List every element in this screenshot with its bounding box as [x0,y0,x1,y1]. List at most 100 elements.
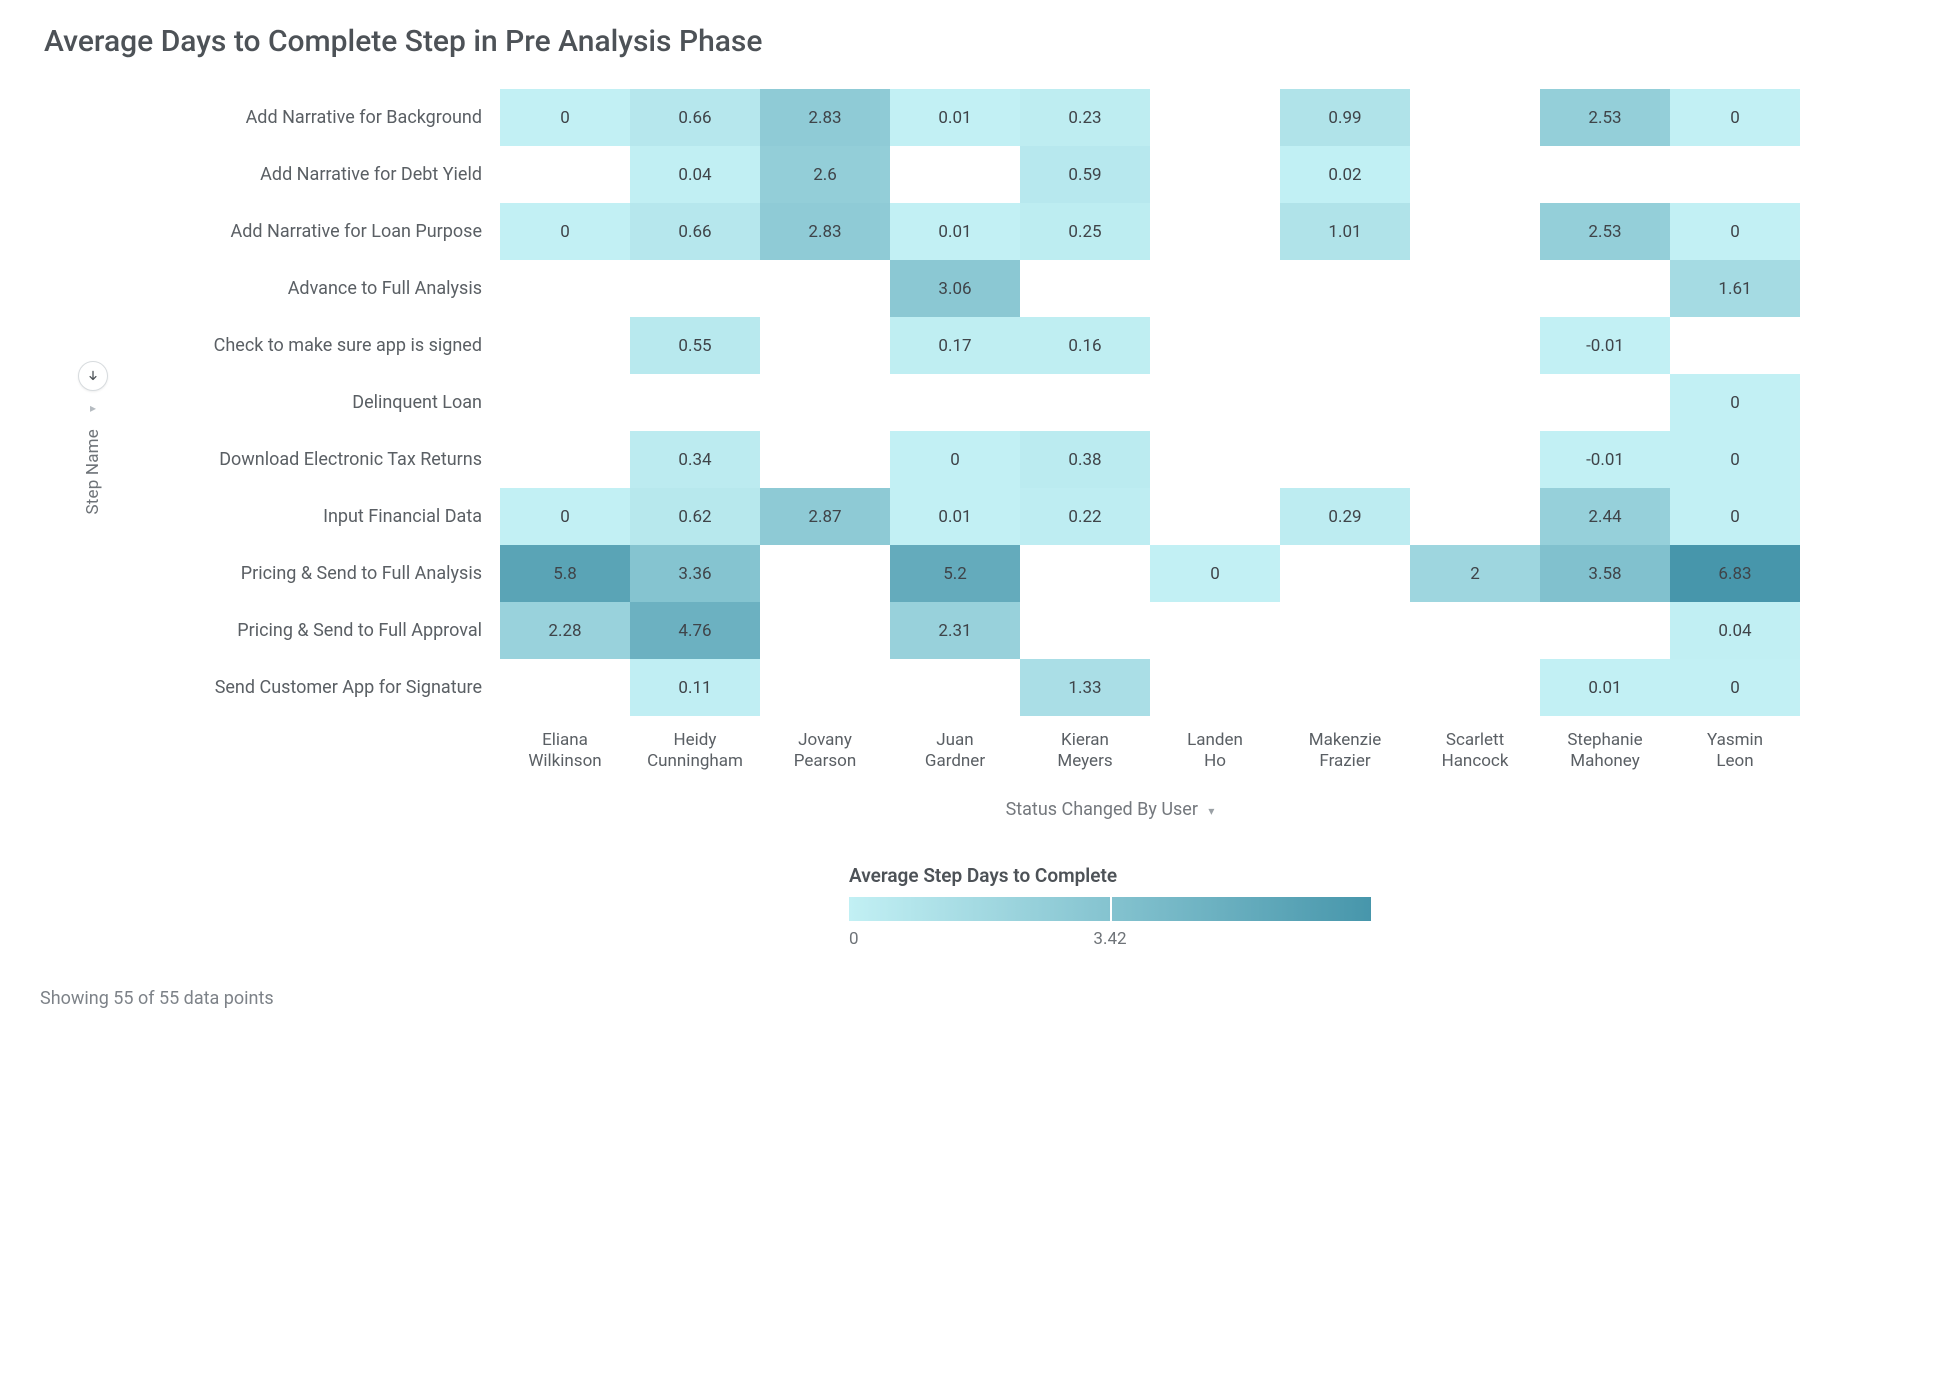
heatmap-cell[interactable] [890,659,1020,716]
heatmap-cell[interactable]: 3.36 [630,545,760,602]
heatmap-cell[interactable]: 2.53 [1540,203,1670,260]
heatmap-cell[interactable]: 0.66 [630,89,760,146]
heatmap-cell[interactable]: 2.6 [760,146,890,203]
heatmap-cell[interactable]: 0.01 [1540,659,1670,716]
heatmap-cell[interactable]: 0.99 [1280,89,1410,146]
heatmap-cell[interactable]: 0.66 [630,203,760,260]
heatmap-cell[interactable] [760,431,890,488]
heatmap-cell[interactable] [1150,602,1280,659]
heatmap-cell[interactable]: 0.38 [1020,431,1150,488]
heatmap-cell[interactable] [500,659,630,716]
heatmap-cell[interactable] [1410,602,1540,659]
heatmap-cell[interactable] [1540,374,1670,431]
heatmap-cell[interactable] [1670,146,1800,203]
heatmap-cell[interactable]: 0.11 [630,659,760,716]
heatmap-cell[interactable]: 2.83 [760,89,890,146]
heatmap-cell[interactable]: 0.04 [1670,602,1800,659]
heatmap-cell[interactable]: 0 [1670,374,1800,431]
heatmap-cell[interactable]: 5.2 [890,545,1020,602]
heatmap-cell[interactable] [760,602,890,659]
heatmap-cell[interactable] [1280,374,1410,431]
heatmap-cell[interactable] [1280,659,1410,716]
heatmap-cell[interactable]: 0.22 [1020,488,1150,545]
heatmap-cell[interactable]: 0.01 [890,89,1020,146]
heatmap-cell[interactable] [1020,545,1150,602]
heatmap-cell[interactable] [500,374,630,431]
heatmap-cell[interactable]: 0.25 [1020,203,1150,260]
heatmap-cell[interactable]: 2.28 [500,602,630,659]
heatmap-cell[interactable] [760,260,890,317]
heatmap-cell[interactable] [1150,89,1280,146]
heatmap-cell[interactable] [890,146,1020,203]
heatmap-cell[interactable] [1280,260,1410,317]
heatmap-cell[interactable] [1150,203,1280,260]
heatmap-cell[interactable]: 0.23 [1020,89,1150,146]
heatmap-cell[interactable]: 0.01 [890,203,1020,260]
heatmap-cell[interactable]: 0 [1670,488,1800,545]
heatmap-cell[interactable]: 2.31 [890,602,1020,659]
heatmap-cell[interactable] [1020,260,1150,317]
heatmap-cell[interactable]: 1.33 [1020,659,1150,716]
heatmap-cell[interactable] [1150,659,1280,716]
heatmap-cell[interactable] [760,317,890,374]
heatmap-cell[interactable]: 0.02 [1280,146,1410,203]
heatmap-cell[interactable]: 2 [1410,545,1540,602]
heatmap-cell[interactable]: 2.53 [1540,89,1670,146]
heatmap-cell[interactable] [1540,146,1670,203]
heatmap-cell[interactable] [760,545,890,602]
heatmap-cell[interactable]: 0 [500,203,630,260]
heatmap-cell[interactable] [630,374,760,431]
heatmap-cell[interactable] [500,260,630,317]
heatmap-cell[interactable] [1280,431,1410,488]
heatmap-cell[interactable] [1540,602,1670,659]
heatmap-cell[interactable]: 0.17 [890,317,1020,374]
heatmap-cell[interactable]: 0 [1670,659,1800,716]
heatmap-cell[interactable] [1280,602,1410,659]
heatmap-cell[interactable] [1410,89,1540,146]
heatmap-cell[interactable] [1280,545,1410,602]
heatmap-cell[interactable]: 0 [500,488,630,545]
heatmap-cell[interactable]: 2.83 [760,203,890,260]
heatmap-cell[interactable]: 4.76 [630,602,760,659]
heatmap-cell[interactable]: 0 [890,431,1020,488]
heatmap-cell[interactable]: 0.04 [630,146,760,203]
heatmap-cell[interactable] [500,146,630,203]
heatmap-cell[interactable] [760,659,890,716]
heatmap-cell[interactable] [1410,488,1540,545]
heatmap-cell[interactable]: 2.87 [760,488,890,545]
heatmap-cell[interactable] [1410,659,1540,716]
heatmap-cell[interactable] [500,431,630,488]
heatmap-cell[interactable]: 0.59 [1020,146,1150,203]
heatmap-cell[interactable]: 2.44 [1540,488,1670,545]
heatmap-cell[interactable] [1410,146,1540,203]
heatmap-cell[interactable]: 0.16 [1020,317,1150,374]
heatmap-cell[interactable]: 0 [1670,89,1800,146]
heatmap-cell[interactable]: 3.58 [1540,545,1670,602]
heatmap-cell[interactable] [1150,374,1280,431]
heatmap-cell[interactable] [1410,203,1540,260]
heatmap-cell[interactable]: 0.62 [630,488,760,545]
heatmap-cell[interactable]: 1.01 [1280,203,1410,260]
heatmap-cell[interactable] [1410,260,1540,317]
heatmap-cell[interactable] [1410,374,1540,431]
heatmap-cell[interactable]: 3.06 [890,260,1020,317]
heatmap-cell[interactable] [1150,260,1280,317]
heatmap-cell[interactable] [760,374,890,431]
heatmap-cell[interactable] [1410,317,1540,374]
heatmap-cell[interactable] [1280,317,1410,374]
heatmap-cell[interactable]: 0 [1670,431,1800,488]
heatmap-cell[interactable] [1410,431,1540,488]
heatmap-cell[interactable]: 6.83 [1670,545,1800,602]
heatmap-cell[interactable]: 0 [1670,203,1800,260]
heatmap-cell[interactable]: 0.29 [1280,488,1410,545]
heatmap-cell[interactable] [1150,488,1280,545]
heatmap-cell[interactable] [1540,260,1670,317]
heatmap-cell[interactable]: -0.01 [1540,317,1670,374]
heatmap-cell[interactable] [1150,317,1280,374]
heatmap-cell[interactable]: -0.01 [1540,431,1670,488]
heatmap-cell[interactable]: 0 [1150,545,1280,602]
heatmap-cell[interactable]: 0.55 [630,317,760,374]
heatmap-cell[interactable] [1150,146,1280,203]
heatmap-cell[interactable]: 0 [500,89,630,146]
heatmap-cell[interactable] [1670,317,1800,374]
